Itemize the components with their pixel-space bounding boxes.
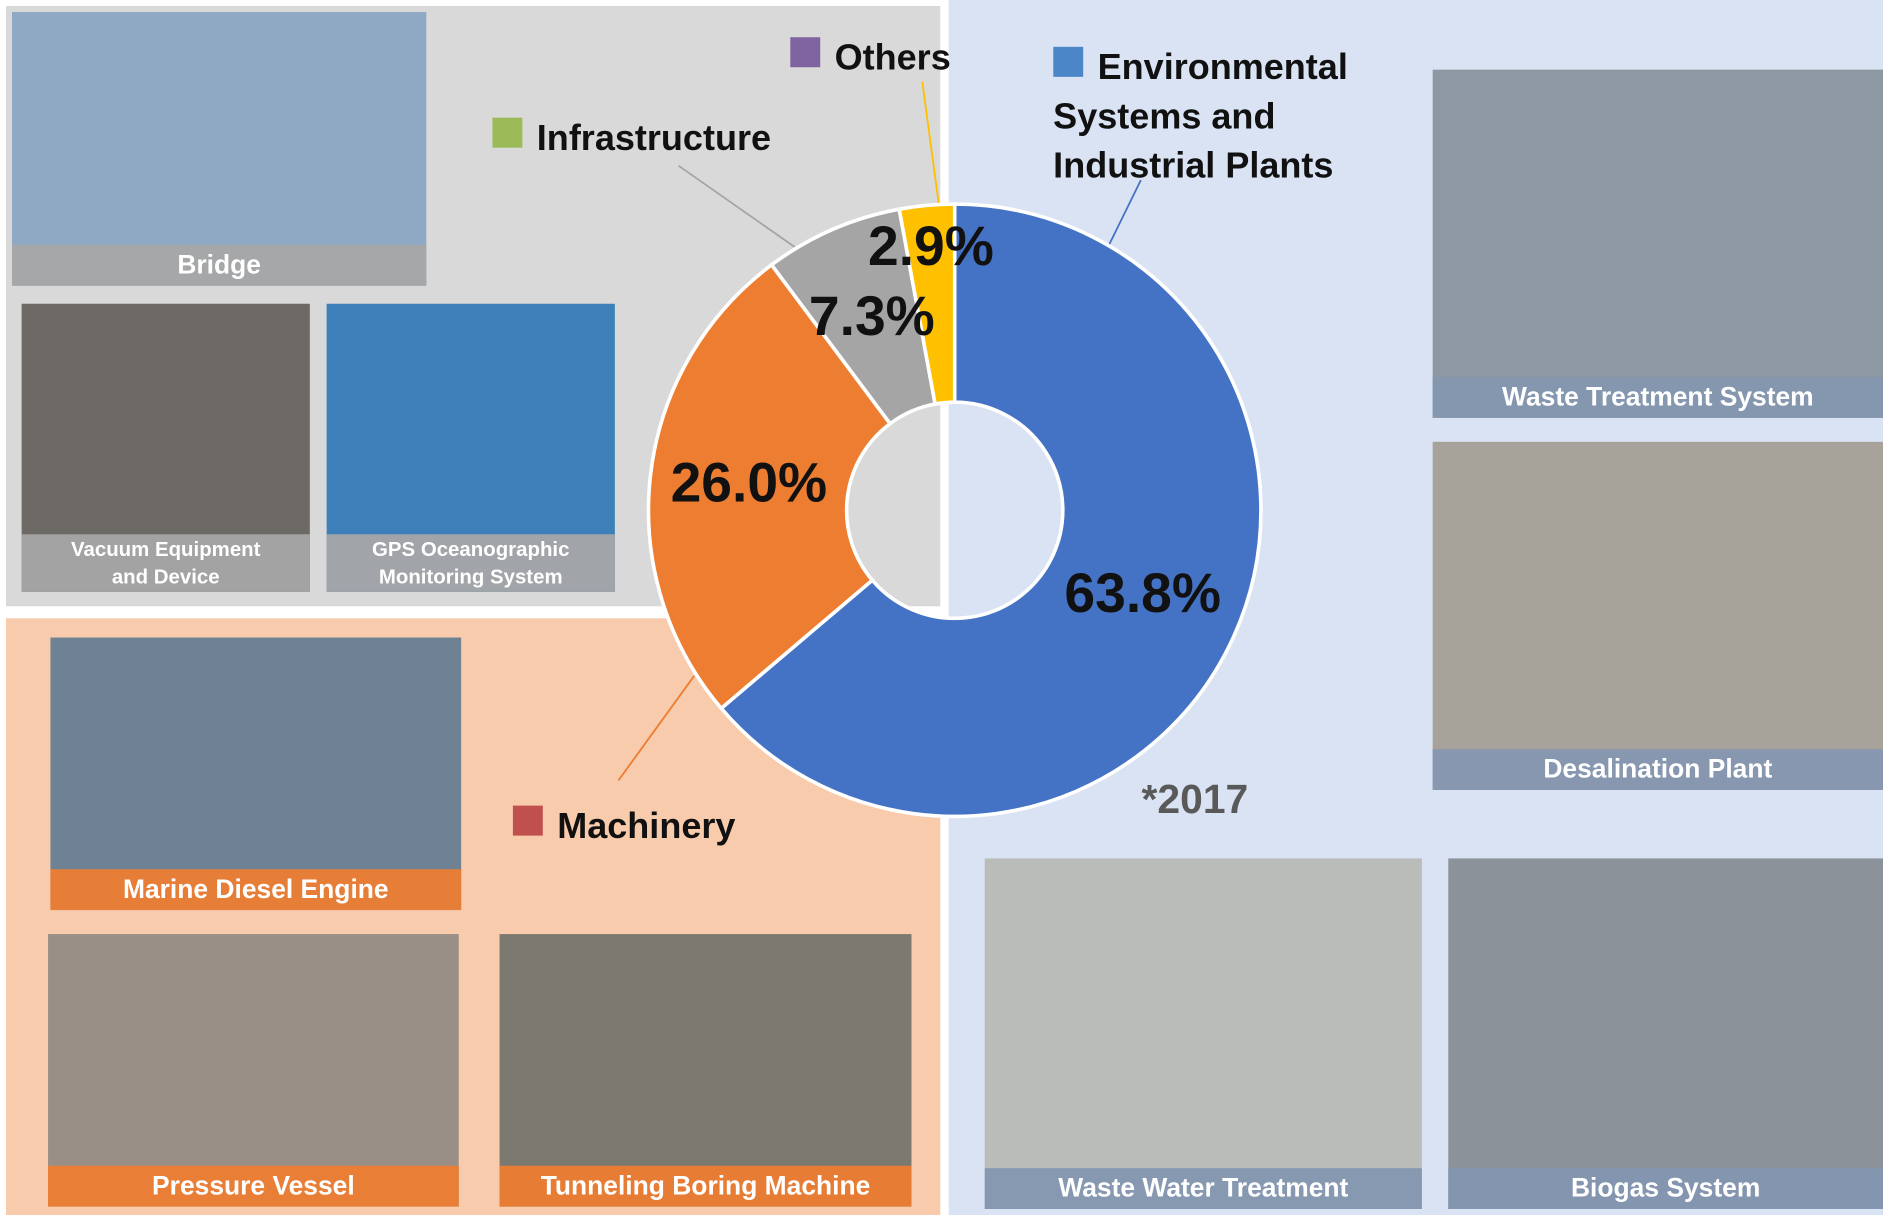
legend-label: Infrastructure — [537, 119, 771, 159]
photo-caption: Waste Treatment System — [1502, 382, 1814, 412]
legend-swatch — [513, 806, 543, 836]
legend-item: Environmental Systems and Industrial Pla… — [1053, 43, 1365, 191]
photo-caption: Biogas System — [1571, 1173, 1760, 1203]
photo-caption: GPS Oceanographic Monitoring System — [327, 534, 615, 590]
legend-swatch — [790, 37, 820, 67]
photo — [12, 12, 426, 286]
legend-item: Machinery — [513, 802, 825, 851]
photo — [500, 934, 912, 1207]
photo — [985, 858, 1422, 1209]
data-label: 7.3% — [809, 285, 935, 347]
photo-caption: Pressure Vessel — [152, 1170, 355, 1200]
legend-item: Others — [790, 34, 1030, 83]
legend-label: Machinery — [557, 807, 735, 847]
legend-swatch — [1053, 47, 1083, 77]
photo — [48, 934, 459, 1207]
photo — [1433, 70, 1883, 418]
photo-caption: Desalination Plant — [1543, 754, 1772, 784]
caption-box: Vacuum Equipment and Device — [22, 534, 310, 592]
legend-entry: Infrastructure — [492, 114, 804, 270]
legend-swatch — [492, 118, 522, 148]
legend-entry: Environmental Systems and Industrial Pla… — [1053, 43, 1365, 199]
photo-caption: Marine Diesel Engine — [123, 874, 389, 904]
annotation: *2017 — [1142, 776, 1249, 822]
photo — [50, 638, 461, 911]
caption-box: GPS Oceanographic Monitoring System — [327, 534, 615, 592]
photo-caption: Vacuum Equipment and Device — [22, 534, 310, 590]
data-label: 26.0% — [671, 451, 828, 513]
photo-caption: Bridge — [177, 250, 261, 280]
legend-label: Environmental Systems and Industrial Pla… — [1053, 48, 1348, 186]
legend-item: Infrastructure — [492, 114, 804, 163]
photo — [1448, 858, 1883, 1209]
photo-caption: Waste Water Treatment — [1058, 1173, 1348, 1203]
legend-label: Others — [835, 38, 951, 78]
legend-entry: Machinery — [513, 802, 825, 958]
photo-caption: Tunneling Boring Machine — [541, 1170, 871, 1200]
photo — [1433, 442, 1883, 790]
legend-entry: Others — [790, 34, 1030, 190]
data-label: 2.9% — [868, 215, 994, 277]
infographic: Bridge Vacuum Equipment and Device GPS Oce… — [0, 0, 1883, 1215]
data-label: 63.8% — [1064, 562, 1221, 624]
